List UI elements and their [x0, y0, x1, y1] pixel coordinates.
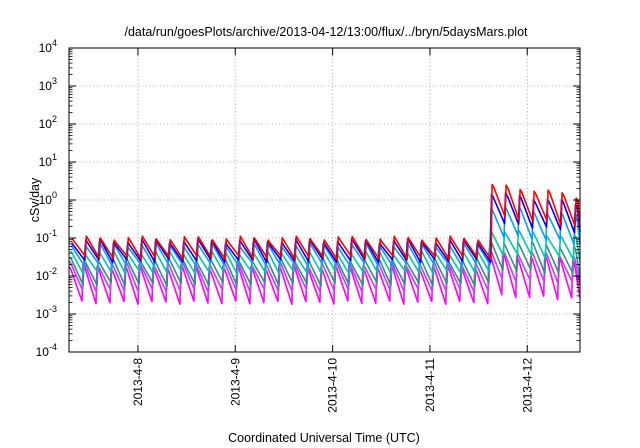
series-line: [71, 183, 581, 261]
x-tick-labels: 2013-4-8 2013-4-9 2013-4-10 2013-4-11 2013-4…: [131, 358, 534, 413]
y-tick-label: 10-3: [36, 304, 57, 321]
x-tick-label: 2013-4-12: [520, 358, 534, 413]
y-tick-label: 103: [39, 76, 57, 93]
x-tick-label: 2013-4-11: [423, 358, 437, 412]
chart-title: /data/run/goesPlots/archive/2013-04-12/1…: [124, 25, 528, 39]
y-tick-labels: 10-4 10-3 10-2 10-1 100 101 102 103 104: [36, 38, 57, 359]
y-tick-label: 100: [39, 190, 57, 207]
x-tick-label: 2013-4-10: [326, 358, 340, 413]
y-tick-label: 10-4: [36, 342, 57, 359]
y-tick-label: 10-1: [36, 228, 57, 245]
series-layer: [68, 183, 581, 306]
y-tick-label: 104: [39, 38, 57, 55]
grid: [69, 48, 580, 352]
y-tick-label: 10-2: [36, 266, 57, 283]
x-tick-label: 2013-4-9: [228, 358, 242, 406]
axis-ticks: [69, 47, 580, 353]
x-axis-label: Coordinated Universal Time (UTC): [228, 431, 420, 445]
y-tick-label: 102: [39, 114, 57, 131]
y-tick-label: 101: [39, 152, 57, 169]
y-axis-label: cSv/day: [28, 177, 42, 222]
x-tick-label: 2013-4-8: [131, 358, 145, 406]
